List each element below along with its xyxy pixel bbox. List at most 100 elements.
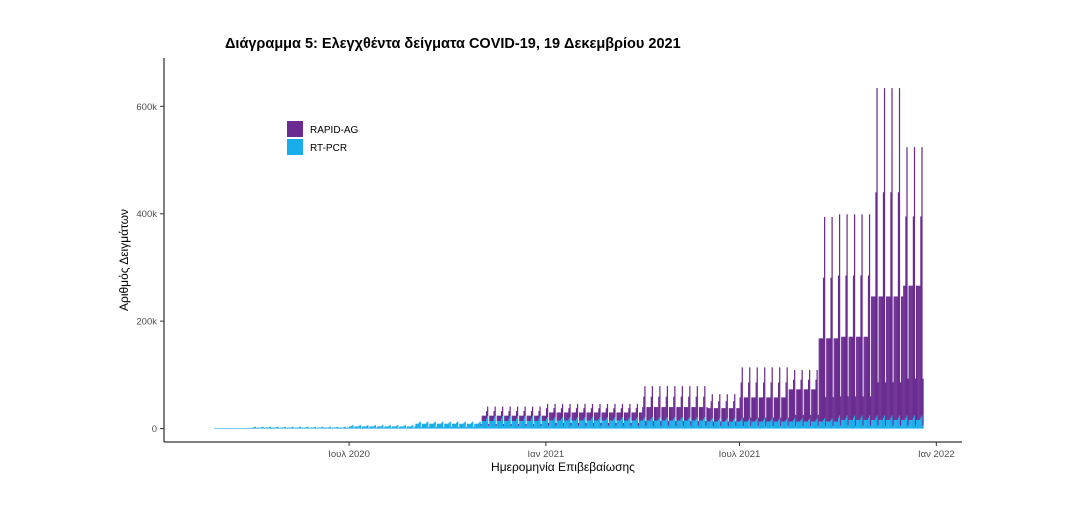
bar-rt-pcr — [902, 419, 904, 429]
bar-rapid-ag — [896, 296, 898, 420]
bar-rt-pcr — [715, 421, 718, 429]
bar-rt-pcr — [697, 425, 700, 429]
bar-rapid-ag — [710, 401, 712, 420]
bar-rapid-ag — [810, 414, 812, 427]
bar-rt-pcr — [425, 423, 427, 429]
bar-rapid-ag — [905, 216, 907, 418]
bar-rt-pcr — [231, 428, 233, 429]
bar-rt-pcr — [439, 423, 442, 429]
bar-rapid-ag — [481, 415, 483, 422]
bar-rt-pcr — [475, 423, 477, 429]
bar-rapid-ag — [627, 412, 629, 421]
bar-rt-pcr — [628, 418, 630, 429]
bar-rapid-ag — [648, 407, 650, 421]
bar-rapid-ag — [686, 407, 688, 421]
bar-rapid-ag — [595, 412, 597, 421]
bar-rt-pcr — [505, 421, 507, 429]
bar-rt-pcr — [438, 423, 441, 429]
bar-rt-pcr — [377, 426, 380, 429]
bar-rt-pcr — [461, 423, 463, 429]
bar-rapid-ag — [910, 285, 912, 420]
bar-rt-pcr — [791, 421, 794, 429]
bar-rt-pcr — [615, 425, 617, 429]
bar-rapid-ag — [799, 389, 801, 422]
bar-rt-pcr — [343, 427, 345, 429]
bar-rt-pcr — [260, 427, 262, 429]
bar-rt-pcr — [565, 420, 567, 429]
bar-rapid-ag — [629, 403, 631, 418]
bar-rt-pcr — [270, 428, 273, 429]
bar-rt-pcr — [817, 426, 819, 429]
bar-rapid-ag — [835, 338, 838, 422]
bar-rt-pcr — [458, 426, 460, 429]
bar-rt-pcr — [574, 420, 576, 429]
bar-rapid-ag — [589, 412, 591, 421]
bar-rt-pcr — [867, 417, 870, 429]
bar-rt-pcr — [729, 421, 732, 429]
bar-rapid-ag — [526, 415, 528, 422]
bar-rt-pcr — [633, 420, 635, 429]
bar-rt-pcr — [623, 420, 626, 429]
bar-rt-pcr — [298, 427, 301, 429]
bar-rt-pcr — [252, 427, 255, 429]
bar-rapid-ag — [758, 397, 760, 422]
bar-rapid-ag — [843, 336, 845, 420]
bar-rt-pcr — [251, 427, 253, 429]
bar-rt-pcr — [794, 418, 796, 429]
bar-rt-pcr — [331, 427, 334, 429]
bar-rt-pcr — [314, 426, 317, 429]
bar-rapid-ag — [556, 412, 558, 421]
bar-rapid-ag — [583, 408, 585, 419]
bar-rt-pcr — [534, 421, 536, 429]
bar-rapid-ag — [586, 412, 588, 421]
bar-rt-pcr — [710, 419, 712, 429]
bar-rapid-ag — [872, 296, 874, 420]
bar-rt-pcr — [333, 427, 335, 429]
bar-rt-pcr — [660, 425, 662, 429]
bar-rt-pcr — [804, 421, 806, 429]
bar-rt-pcr — [366, 425, 368, 429]
bar-rapid-ag — [763, 382, 765, 420]
bar-rt-pcr — [829, 421, 831, 429]
bar-rapid-ag — [760, 397, 763, 422]
bar-rt-pcr — [680, 418, 682, 429]
bar-rapid-ag — [528, 415, 530, 422]
bar-rapid-ag — [857, 336, 859, 420]
bar-rt-pcr — [497, 421, 499, 429]
bar-rt-pcr — [719, 418, 721, 429]
bar-rt-pcr — [278, 428, 280, 429]
bar-rt-pcr — [293, 428, 295, 429]
bar-rt-pcr — [699, 420, 702, 429]
bar-rt-pcr — [539, 416, 541, 429]
bar-rt-pcr — [779, 418, 781, 429]
bar-rt-pcr — [761, 421, 764, 429]
bar-rapid-ag — [743, 397, 746, 422]
bar-rt-pcr — [249, 428, 251, 429]
bar-rapid-ag — [512, 415, 514, 422]
bar-rapid-ag — [764, 367, 766, 419]
bar-rapid-ag — [702, 407, 704, 421]
bar-rt-pcr — [389, 425, 391, 429]
bar-rt-pcr — [345, 428, 348, 429]
bar-rt-pcr — [544, 421, 547, 429]
bar-rt-pcr — [800, 419, 802, 429]
bar-rapid-ag — [712, 421, 714, 427]
bar-rapid-ag — [736, 408, 738, 422]
bar-rapid-ag — [868, 214, 871, 416]
bar-rt-pcr — [598, 418, 600, 429]
bar-rapid-ag — [660, 421, 662, 426]
bar-rt-pcr — [580, 420, 582, 429]
bar-rt-pcr — [772, 426, 774, 429]
bar-rt-pcr — [287, 427, 289, 429]
bar-rt-pcr — [263, 428, 265, 429]
bar-rt-pcr — [856, 419, 858, 429]
bar-rt-pcr — [329, 426, 332, 429]
bar-rt-pcr — [836, 421, 839, 429]
bar-rapid-ag — [832, 396, 834, 427]
bar-rt-pcr — [873, 419, 875, 429]
bar-rt-pcr — [648, 420, 650, 429]
bar-rt-pcr — [296, 427, 298, 429]
bar-rt-pcr — [763, 419, 765, 429]
bar-rt-pcr — [872, 419, 874, 429]
bar-rapid-ag — [802, 414, 804, 427]
